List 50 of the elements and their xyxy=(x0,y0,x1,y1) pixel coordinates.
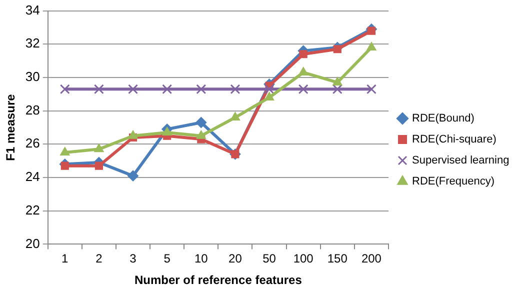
point xyxy=(264,92,274,100)
point xyxy=(264,84,274,94)
point xyxy=(298,84,308,94)
y-tick-label: 28 xyxy=(25,102,40,118)
point xyxy=(60,147,70,156)
x-tick-label: 150 xyxy=(327,252,348,266)
point xyxy=(298,66,308,76)
y-tick-label: 24 xyxy=(25,169,40,184)
legend-label: Supervised learning xyxy=(412,154,510,167)
x-tick-label: 2 xyxy=(96,252,103,266)
x-tick-label: 100 xyxy=(293,252,314,266)
x-tick-label: 200 xyxy=(361,252,382,266)
x-tick-label: 50 xyxy=(262,252,276,266)
point xyxy=(128,130,138,139)
point xyxy=(60,162,69,170)
y-tick-label: 20 xyxy=(25,236,40,251)
point xyxy=(196,117,207,128)
point xyxy=(128,84,138,94)
legend-label: RDE(Frequency) xyxy=(412,176,495,188)
point xyxy=(366,84,376,94)
x-tick-label: 10 xyxy=(194,252,208,266)
point xyxy=(196,130,206,139)
y-axis-title: F1 measure xyxy=(4,94,18,161)
point xyxy=(94,144,104,152)
legend-label: RDE(Bound) xyxy=(412,112,474,125)
y-tick-label: 22 xyxy=(25,202,40,218)
point xyxy=(367,26,376,35)
x-axis-title: Number of reference features xyxy=(134,273,302,288)
point xyxy=(128,170,139,182)
point xyxy=(332,76,342,86)
point xyxy=(162,127,172,136)
y-tick-label: 26 xyxy=(25,136,40,151)
x-tick-label: 5 xyxy=(164,252,171,266)
legend-label: RDE(Chi-square) xyxy=(412,134,496,146)
point xyxy=(299,50,308,58)
point xyxy=(230,112,240,120)
point xyxy=(332,84,342,94)
y-tick-label: 30 xyxy=(25,69,40,84)
point xyxy=(366,42,376,50)
point xyxy=(94,162,103,170)
point xyxy=(60,84,70,94)
point xyxy=(94,84,104,94)
point xyxy=(196,84,206,94)
x-tick-label: 3 xyxy=(130,252,137,266)
y-tick-label: 34 xyxy=(25,2,40,18)
point xyxy=(230,84,240,94)
x-tick-label: 20 xyxy=(228,252,242,266)
point xyxy=(162,84,172,94)
x-tick-label: 1 xyxy=(62,252,69,266)
y-tick-label: 32 xyxy=(25,36,40,51)
